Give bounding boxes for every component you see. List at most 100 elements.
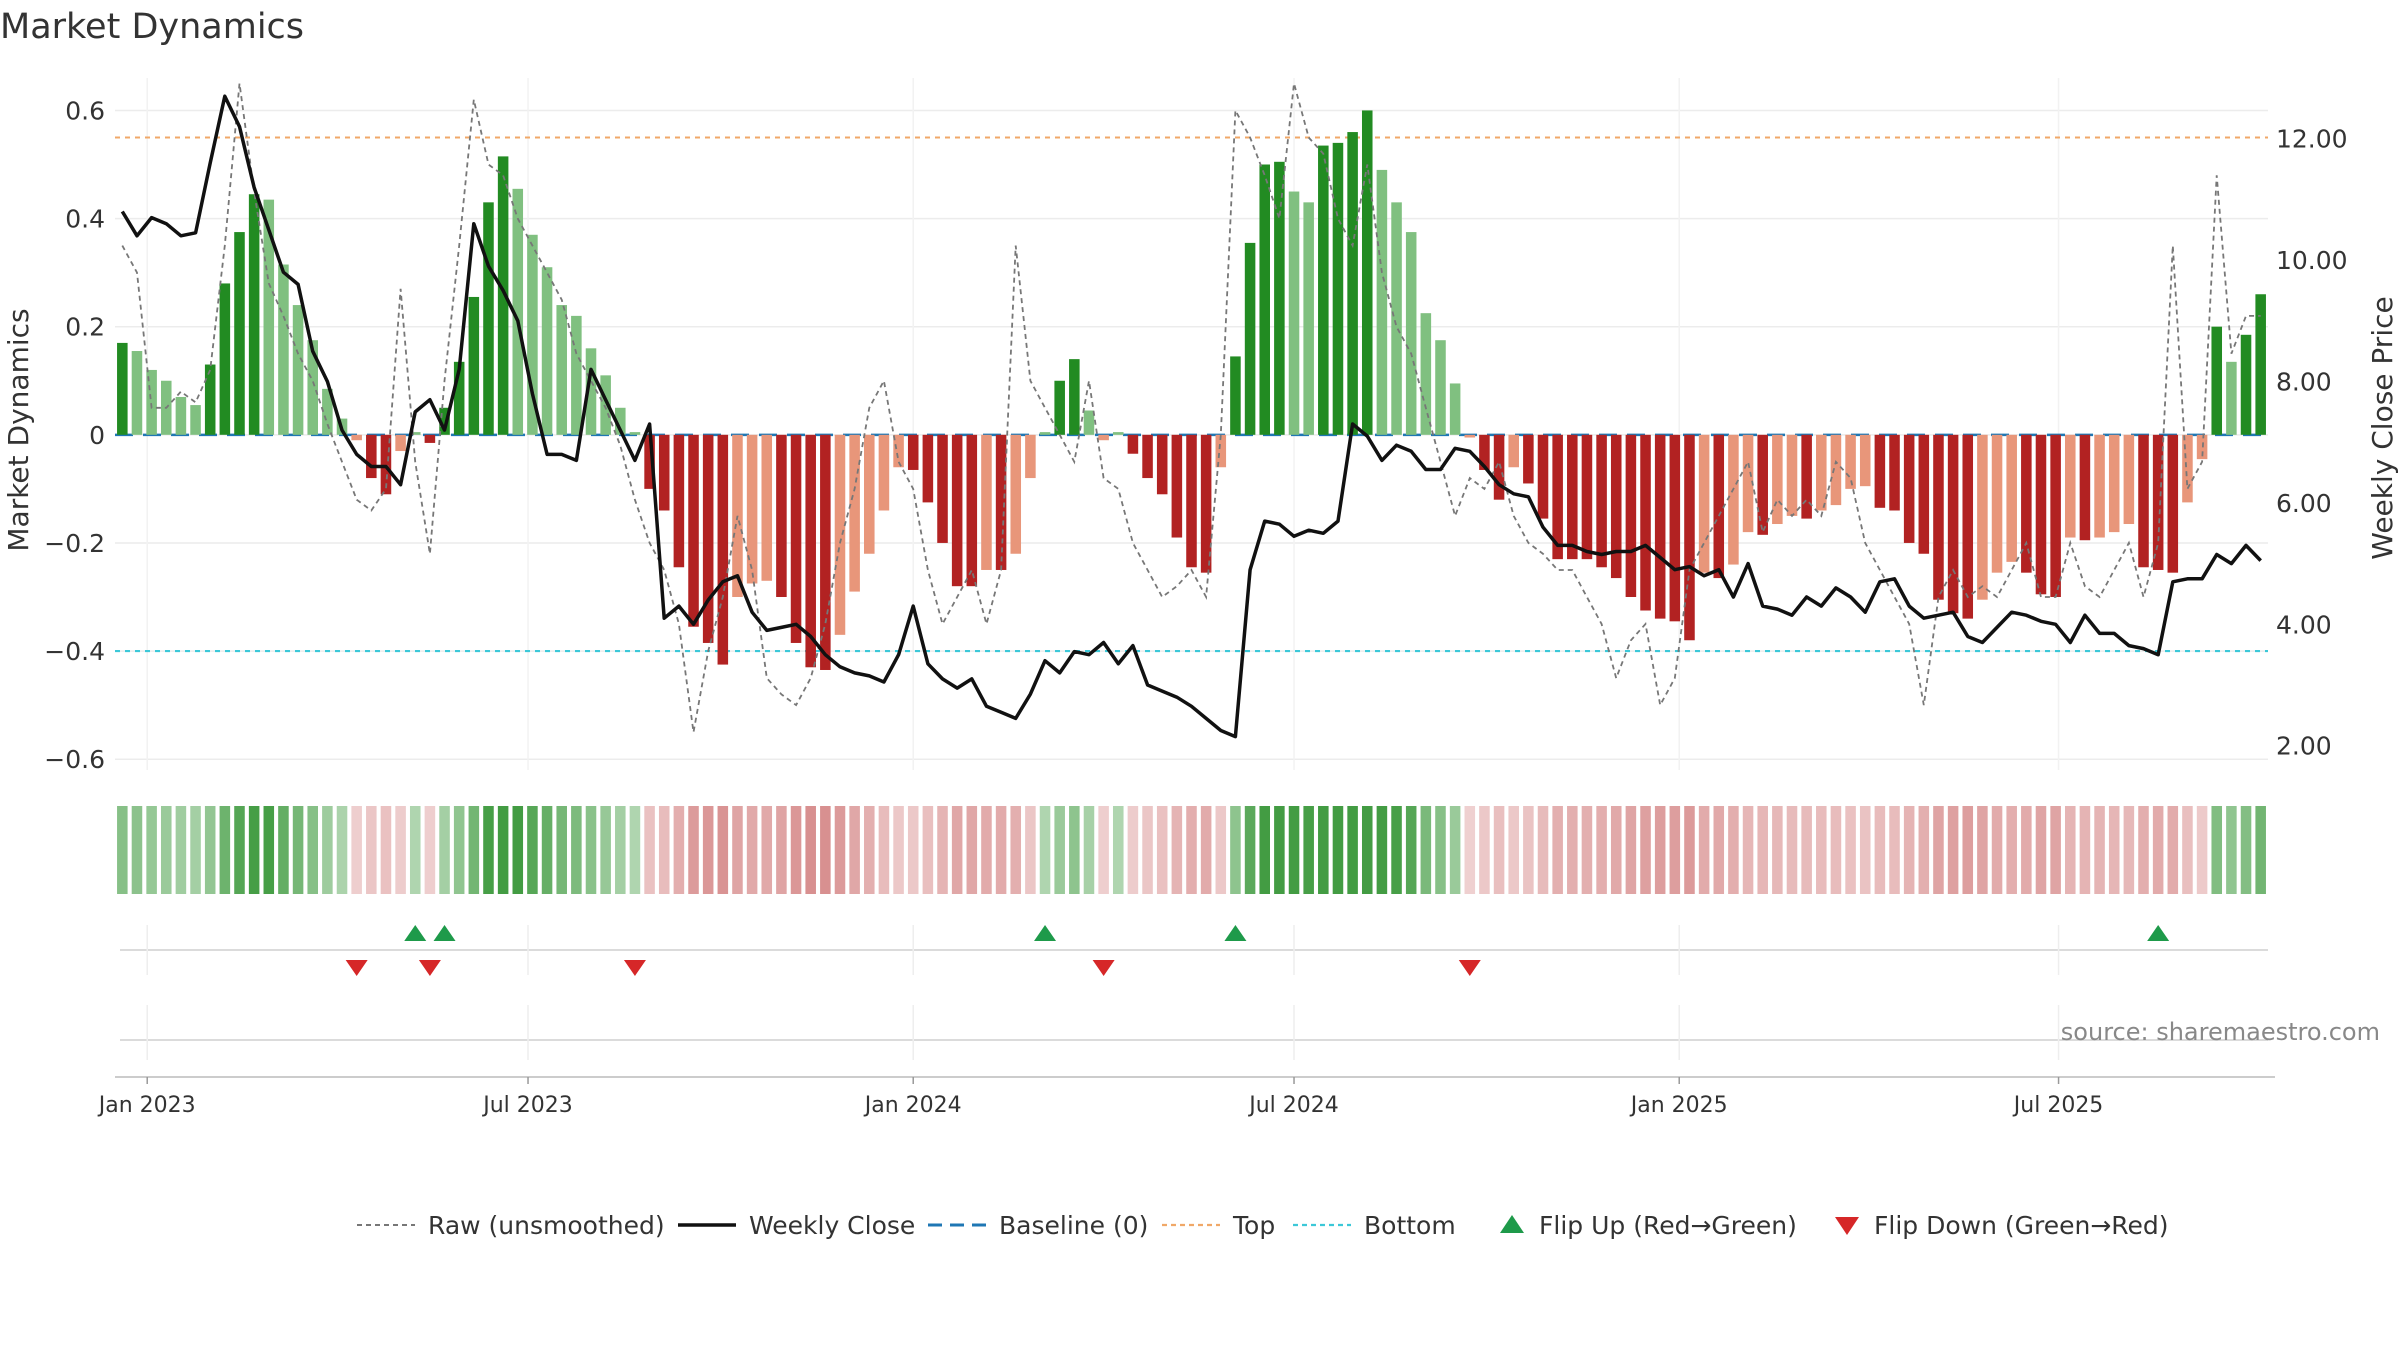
strip-cell: [1332, 806, 1344, 894]
bar: [1581, 434, 1593, 560]
bar: [263, 199, 275, 435]
strip-cell: [629, 806, 641, 894]
flip-up-marker: [1224, 925, 1247, 941]
bar: [1391, 202, 1402, 435]
strip-cell: [1537, 806, 1549, 894]
bar: [1435, 340, 1446, 435]
strip-cell: [1464, 806, 1476, 894]
strip-cell: [2065, 806, 2076, 894]
strip-cell: [1874, 806, 1886, 894]
bar: [1772, 434, 1783, 525]
flip-down-marker: [345, 960, 368, 976]
bar: [776, 434, 787, 597]
bar: [1567, 434, 1578, 560]
strip-cell: [1991, 806, 2003, 894]
strip-cell: [1581, 806, 1593, 894]
strip-cell: [1479, 806, 1490, 894]
close-series: [120, 94, 2262, 739]
strip-cell: [585, 806, 597, 894]
strip-cell: [1186, 806, 1197, 894]
bar: [468, 296, 480, 435]
bar: [483, 202, 494, 435]
bar: [585, 348, 597, 435]
y-axis-ticks: 0.6 0.4 0.2 0 −0.2 −0.4 −0.6: [44, 96, 105, 774]
strip-cell: [951, 806, 963, 894]
bar: [453, 361, 465, 435]
strip-cell: [512, 806, 524, 894]
strip-cell: [1830, 806, 1842, 894]
strip-cell: [1845, 806, 1856, 894]
strip-cell: [1728, 806, 1739, 894]
bar: [1859, 434, 1871, 487]
strip-cell: [483, 806, 494, 894]
strip-cell: [1772, 806, 1783, 894]
strip-cell: [1933, 806, 1944, 894]
bar: [2226, 361, 2237, 435]
bar: [761, 434, 773, 581]
strip-cell: [1786, 806, 1798, 894]
bar: [688, 434, 699, 627]
bar: [351, 434, 362, 441]
weekly-close-line: [120, 94, 2262, 739]
strip-cell: [1361, 806, 1373, 894]
strip-cell: [878, 806, 890, 894]
strip-cell: [1391, 806, 1402, 894]
bar: [1889, 434, 1900, 511]
strip-cell: [776, 806, 787, 894]
strip-cell: [1449, 806, 1461, 894]
flip-up-marker: [2147, 925, 2170, 941]
bar: [322, 388, 333, 435]
strip-cell: [1318, 806, 1329, 894]
bar: [307, 340, 318, 435]
strip-cell: [1083, 806, 1095, 894]
y-tick-label: 0.6: [65, 96, 105, 125]
strip-cell: [263, 806, 275, 894]
bar: [2079, 434, 2091, 541]
bar: [1054, 380, 1065, 435]
bar: [1610, 434, 1622, 579]
strip-cell: [131, 806, 143, 894]
strip-cell: [219, 806, 231, 894]
bar: [1449, 383, 1461, 435]
strip-cell: [2006, 806, 2017, 894]
strip-cell: [527, 806, 538, 894]
strip-cell: [322, 806, 333, 894]
strip-cell: [307, 806, 318, 894]
strip-cell: [1977, 806, 1988, 894]
strip-cell: [981, 806, 992, 894]
strip-cell: [1816, 806, 1827, 894]
strip-cell: [1508, 806, 1519, 894]
strip-cell: [468, 806, 480, 894]
bar: [2094, 434, 2105, 538]
strip-cell: [1405, 806, 1417, 894]
x-tick-label: Jan 2024: [863, 1093, 962, 1118]
x-tick-label: Jan 2025: [1629, 1093, 1728, 1118]
strip-cell: [1347, 806, 1358, 894]
y2-tick-label: 8.00: [2276, 368, 2332, 397]
strip-cell: [1640, 806, 1651, 894]
y-tick-label: 0: [89, 421, 105, 450]
strip-cell: [117, 806, 128, 894]
bar: [717, 434, 729, 665]
strip-cell: [1025, 806, 1036, 894]
strip-cell: [409, 806, 421, 894]
strip-cell: [292, 806, 304, 894]
strip-cell: [1493, 806, 1505, 894]
bar: [1933, 434, 1944, 600]
strip-cell: [1010, 806, 1022, 894]
bar: [966, 434, 978, 587]
x-tick-label: Jul 2024: [1247, 1093, 1339, 1118]
legend-item: Bottom: [1293, 1211, 1456, 1240]
strip-cell: [746, 806, 758, 894]
strip-cell: [2196, 806, 2208, 894]
bar: [1640, 434, 1651, 611]
strip-cell: [424, 806, 436, 894]
strip-cell: [190, 806, 201, 894]
bar: [1977, 434, 1988, 600]
y2-tick-label: 10.00: [2276, 246, 2348, 275]
bar: [1405, 232, 1417, 435]
bar: [278, 264, 289, 435]
flip-down-marker: [1092, 960, 1115, 976]
strip-cell: [160, 806, 172, 894]
strip-cell: [1098, 806, 1109, 894]
